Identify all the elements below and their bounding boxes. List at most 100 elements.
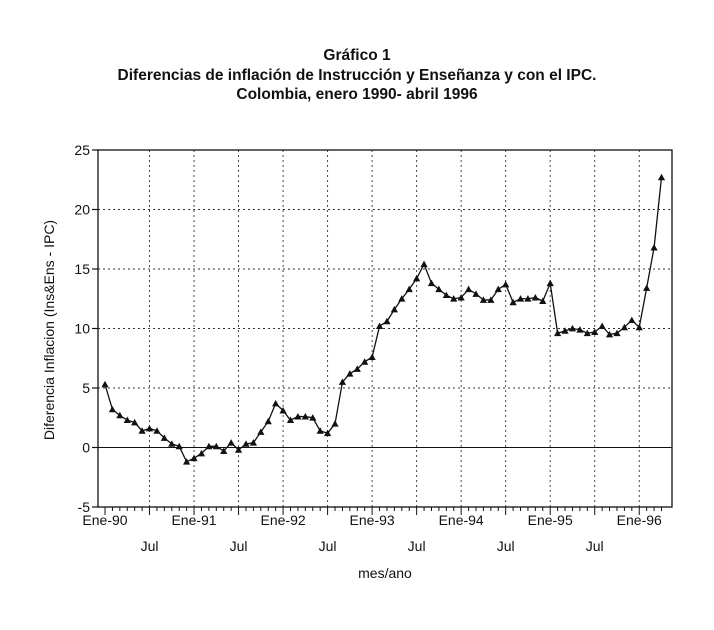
data-point bbox=[398, 295, 406, 302]
data-point bbox=[145, 424, 154, 432]
data-point bbox=[554, 329, 562, 337]
data-point bbox=[635, 323, 643, 331]
data-point bbox=[227, 439, 235, 446]
data-point bbox=[116, 411, 124, 419]
data-point bbox=[160, 434, 168, 441]
data-point bbox=[628, 316, 636, 324]
data-point bbox=[487, 296, 495, 303]
x-tick-label: Jul bbox=[408, 538, 426, 554]
data-point bbox=[242, 440, 250, 447]
data-point bbox=[450, 295, 458, 302]
data-point bbox=[502, 280, 510, 288]
data-point bbox=[257, 428, 265, 435]
data-point bbox=[101, 380, 109, 388]
data-point bbox=[220, 447, 228, 454]
data-point bbox=[168, 440, 176, 447]
data-point bbox=[613, 329, 621, 337]
x-tick-label: Jul bbox=[319, 538, 337, 554]
data-point bbox=[286, 416, 295, 424]
data-point bbox=[516, 295, 525, 302]
y-tick-label: 25 bbox=[74, 142, 90, 158]
data-point bbox=[249, 439, 257, 446]
data-point bbox=[605, 330, 614, 338]
chart-title-block: Gráfico 1 Diferencias de inflación de In… bbox=[0, 46, 714, 105]
y-tick-label: 15 bbox=[74, 261, 90, 277]
data-point bbox=[539, 297, 547, 305]
x-tick-label: Ene-93 bbox=[350, 512, 395, 528]
data-point bbox=[279, 407, 287, 414]
data-point bbox=[153, 427, 161, 434]
data-point bbox=[650, 243, 658, 251]
data-point bbox=[620, 323, 628, 331]
data-point bbox=[472, 290, 480, 297]
data-point bbox=[427, 279, 436, 287]
data-point bbox=[375, 322, 384, 329]
data-point bbox=[576, 326, 584, 333]
x-tick-label: Jul bbox=[586, 538, 604, 554]
data-point bbox=[405, 285, 413, 293]
data-point bbox=[338, 378, 347, 385]
data-point bbox=[420, 260, 428, 268]
chart-subtitle-line-1: Diferencias de inflación de Instrucción … bbox=[117, 66, 597, 84]
data-point bbox=[383, 317, 391, 325]
chart-subtitle-line-2: Colombia, enero 1990- abril 1996 bbox=[236, 86, 478, 103]
data-point bbox=[197, 449, 206, 457]
data-point bbox=[123, 416, 131, 424]
y-axis: -5 0 5 10 15 20 25 bbox=[74, 142, 98, 515]
data-point bbox=[309, 414, 317, 421]
y-tick-label: 0 bbox=[82, 440, 90, 456]
x-tick-label: Ene-95 bbox=[528, 512, 573, 528]
data-point bbox=[464, 285, 473, 293]
series-markers bbox=[101, 173, 666, 465]
chart-title: Gráfico 1 bbox=[323, 47, 391, 64]
data-point bbox=[390, 305, 398, 313]
data-point bbox=[643, 284, 651, 291]
data-point bbox=[294, 412, 302, 420]
data-point bbox=[175, 442, 183, 450]
data-point bbox=[264, 417, 272, 425]
x-tick-label: Jul bbox=[230, 538, 248, 554]
data-point bbox=[361, 358, 369, 365]
data-point bbox=[324, 429, 332, 437]
x-tick-label: Ene-96 bbox=[617, 512, 662, 528]
y-tick-label: -5 bbox=[78, 499, 91, 515]
data-point bbox=[368, 353, 376, 360]
data-point bbox=[190, 454, 198, 462]
x-tick-label: Ene-90 bbox=[82, 512, 127, 528]
grid bbox=[98, 150, 672, 507]
data-point bbox=[509, 298, 517, 306]
x-tick-label: Jul bbox=[141, 538, 159, 554]
data-point bbox=[205, 442, 213, 450]
data-point bbox=[583, 329, 591, 337]
data-point bbox=[435, 285, 443, 293]
data-point bbox=[413, 274, 421, 282]
y-axis-label: Diferencia Inflacion (Ins&Ens - IPC) bbox=[41, 220, 57, 440]
y-tick-label: 5 bbox=[82, 380, 90, 396]
data-point bbox=[331, 420, 339, 427]
y-tick-label: 10 bbox=[74, 321, 90, 337]
data-point bbox=[598, 322, 606, 329]
data-point bbox=[531, 293, 539, 301]
data-point bbox=[212, 442, 220, 450]
y-tick-label: 20 bbox=[74, 202, 90, 218]
data-point bbox=[546, 279, 554, 287]
data-point bbox=[561, 327, 569, 334]
x-tick-label: Jul bbox=[497, 538, 515, 554]
data-point bbox=[131, 418, 139, 426]
x-tick-label: Ene-91 bbox=[171, 512, 216, 528]
data-point bbox=[479, 296, 488, 303]
data-point bbox=[108, 405, 117, 413]
data-point bbox=[353, 365, 361, 372]
data-point bbox=[524, 295, 532, 302]
series-line bbox=[104, 177, 663, 463]
data-point bbox=[301, 412, 309, 420]
data-point bbox=[657, 173, 666, 181]
data-point bbox=[272, 399, 280, 407]
data-point bbox=[234, 446, 243, 453]
data-point bbox=[494, 285, 502, 293]
data-point bbox=[138, 427, 146, 434]
data-point bbox=[346, 370, 354, 377]
data-point bbox=[316, 427, 324, 434]
data-point bbox=[457, 293, 465, 301]
